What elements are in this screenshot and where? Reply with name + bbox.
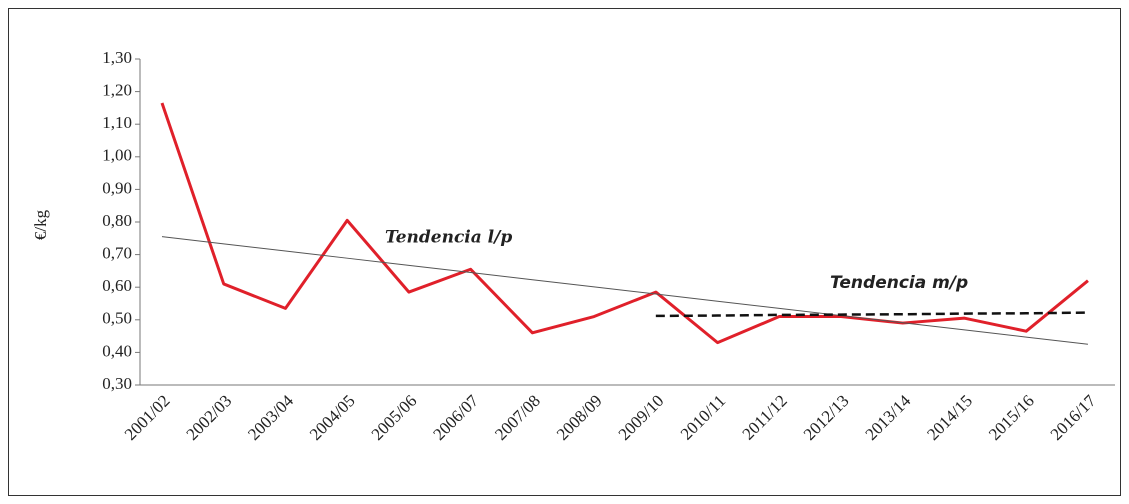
y-tick-label: 0,30 <box>102 374 132 393</box>
annotation: Tendencia m/p <box>830 273 968 293</box>
x-tick-label: 2008/09 <box>553 391 606 444</box>
x-tick-label: 2007/08 <box>491 391 544 444</box>
x-tick-label: 2014/15 <box>923 391 976 444</box>
x-tick-label: 2013/14 <box>862 391 915 444</box>
y-tick-label: 0,50 <box>102 309 132 328</box>
x-tick-label: 2012/13 <box>800 391 853 444</box>
x-tick-label: 2004/05 <box>306 391 359 444</box>
y-tick-label: 1,30 <box>102 48 132 67</box>
y-tick-label: 1,10 <box>102 113 132 132</box>
x-tick-label: 2001/02 <box>121 391 174 444</box>
y-tick-label: 0,90 <box>102 178 132 197</box>
x-tick-label: 2009/10 <box>615 391 668 444</box>
series-line <box>655 311 1088 318</box>
x-tick-label: 2016/17 <box>1047 391 1100 444</box>
y-tick-label: 1,20 <box>102 81 132 100</box>
y-tick-label: 1,00 <box>102 146 132 165</box>
x-tick-label: 2006/07 <box>429 391 482 444</box>
x-tick-label: 2005/06 <box>368 391 421 444</box>
x-tick-label: 2015/16 <box>985 391 1038 444</box>
annotation: Tendencia l/p <box>385 228 512 248</box>
y-tick-label: 0,40 <box>102 341 132 360</box>
y-tick-label: 0,60 <box>102 276 132 295</box>
x-tick-label: 2003/04 <box>244 391 297 444</box>
series-line <box>161 236 1089 345</box>
frame <box>8 8 1121 496</box>
series-line <box>160 102 1089 345</box>
x-tick-label: 2002/03 <box>182 391 235 444</box>
y-tick-label: 0,80 <box>102 211 132 230</box>
y-axis-label: €/kg <box>31 209 50 240</box>
x-tick-label: 2011/12 <box>738 391 790 443</box>
x-tick-label: 2010/11 <box>677 391 729 443</box>
y-tick-label: 0,70 <box>102 244 132 263</box>
